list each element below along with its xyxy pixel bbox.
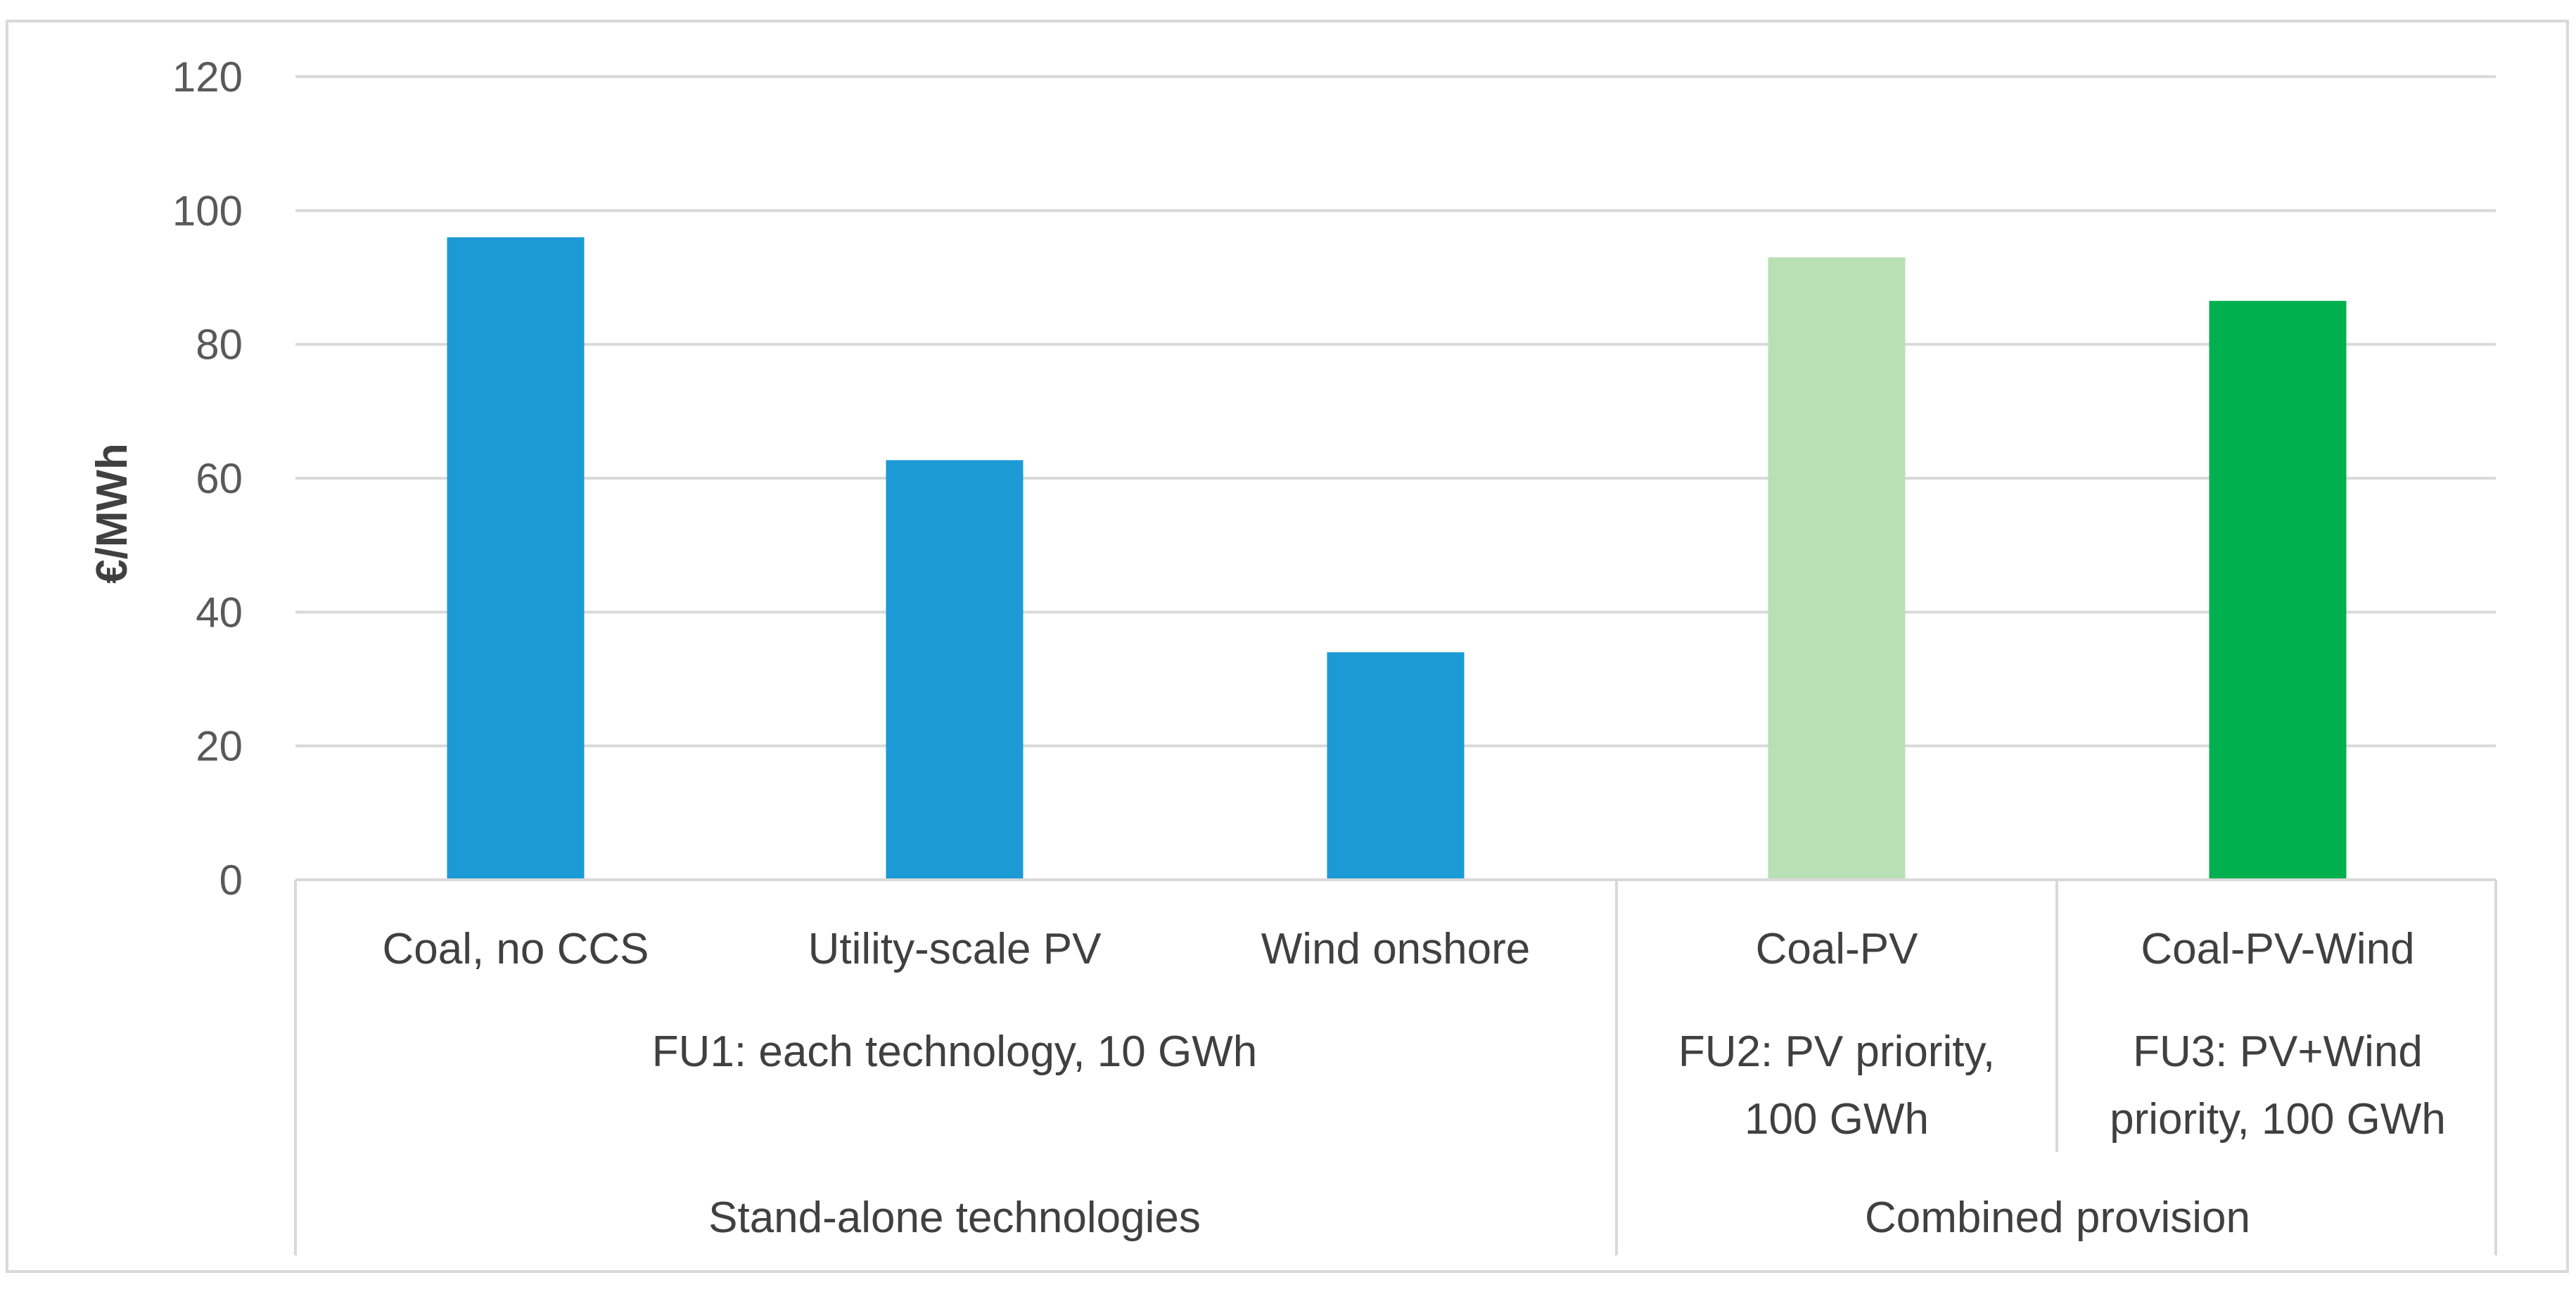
y-axis-label: €/MWh — [88, 443, 136, 584]
category-label-coal-no-ccs: Coal, no CCS — [382, 925, 649, 973]
bar-coal-pv — [1768, 257, 1906, 880]
y-tick-label-60: 60 — [196, 455, 243, 502]
bars — [447, 237, 2347, 880]
fu2-label-line-1: FU2: PV priority, — [1678, 1027, 1995, 1076]
fu2-label-line-2: 100 GWh — [1745, 1095, 1929, 1144]
group-label-combined: Combined provision — [1865, 1193, 2250, 1242]
category-label-wind-onshore: Wind onshore — [1261, 925, 1531, 973]
y-axis-ticks: 0 20 40 60 80 100 120 — [172, 53, 243, 904]
chart-frame — [6, 20, 2569, 1273]
y-tick-label-80: 80 — [196, 321, 243, 369]
bar-coal-no-ccs — [447, 237, 585, 880]
fu3-label-line-2: priority, 100 GWh — [2110, 1095, 2446, 1144]
y-tick-label-40: 40 — [196, 589, 243, 636]
y-tick-label-0: 0 — [219, 857, 243, 904]
group-label-stand-alone: Stand-alone technologies — [708, 1193, 1201, 1242]
category-label-utility-scale-pv: Utility-scale PV — [808, 925, 1102, 973]
bar-utility-scale-pv — [886, 460, 1024, 880]
gridlines — [295, 75, 2496, 748]
bar-wind-onshore — [1327, 652, 1465, 880]
category-axis-lines — [294, 878, 2497, 1255]
y-tick-label-100: 100 — [172, 187, 243, 234]
fu1-label: FU1: each technology, 10 GWh — [652, 1027, 1257, 1076]
category-label-coal-pv: Coal-PV — [1756, 925, 1919, 973]
y-tick-label-120: 120 — [172, 53, 243, 101]
bar-coal-pv-wind — [2209, 300, 2347, 880]
category-label-coal-pv-wind: Coal-PV-Wind — [2141, 925, 2414, 973]
fu3-label-line-1: FU3: PV+Wind — [2133, 1027, 2423, 1076]
y-tick-label-20: 20 — [196, 723, 243, 770]
